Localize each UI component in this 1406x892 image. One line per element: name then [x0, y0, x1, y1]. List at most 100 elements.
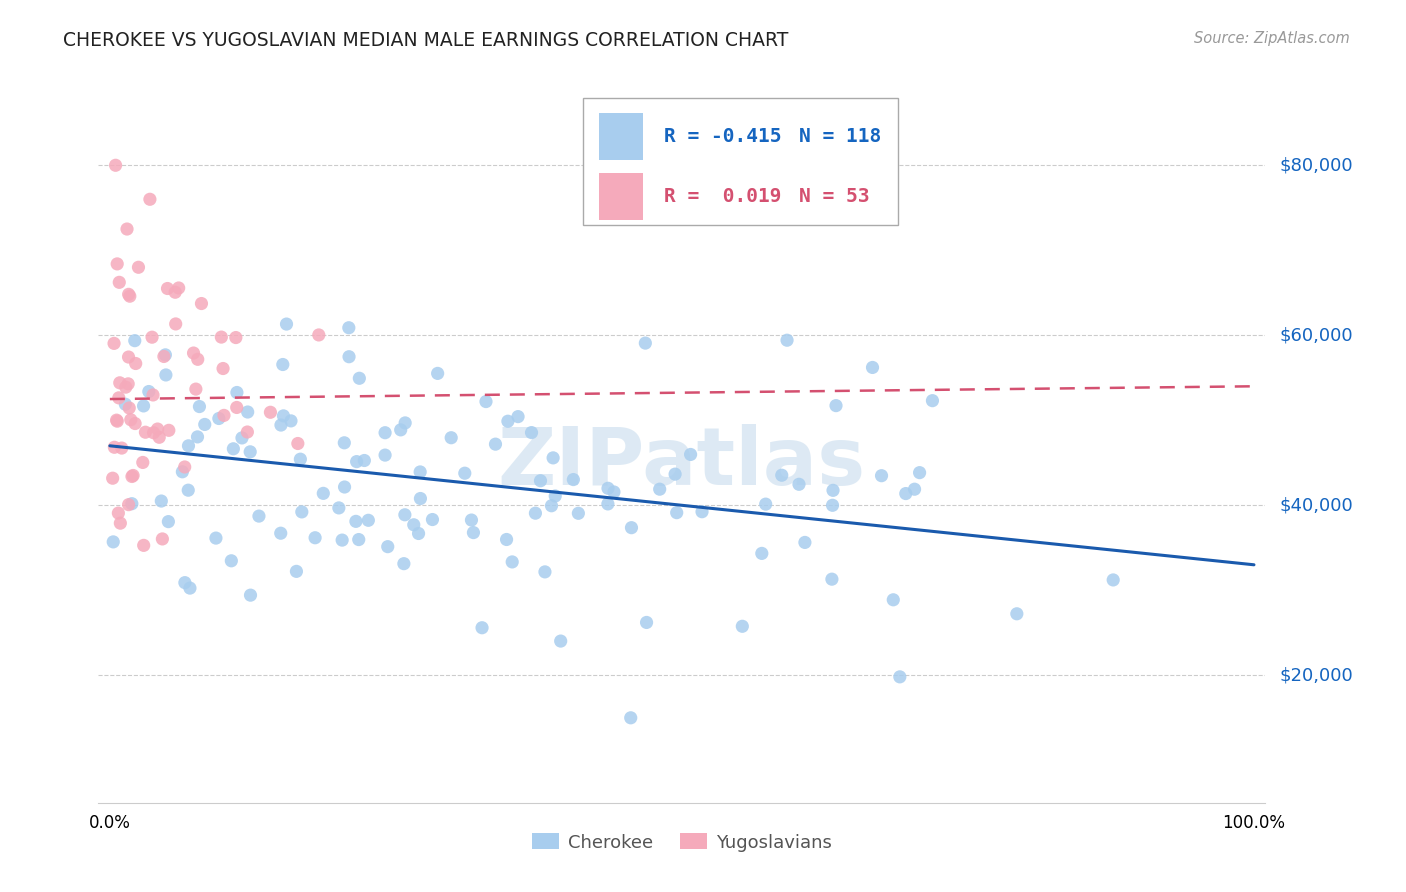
Point — [903, 482, 925, 496]
Point — [540, 499, 562, 513]
Point — [648, 482, 671, 496]
Point — [755, 497, 778, 511]
Point — [141, 330, 163, 344]
Point — [188, 400, 211, 414]
Point — [231, 431, 253, 445]
Point — [337, 350, 360, 364]
Point — [107, 506, 129, 520]
Point — [225, 330, 247, 344]
Point — [357, 513, 380, 527]
Point — [177, 483, 200, 498]
Point — [239, 445, 262, 459]
Point — [1102, 573, 1125, 587]
Point — [894, 486, 917, 500]
Point — [146, 422, 169, 436]
Point — [333, 435, 356, 450]
Point — [1005, 607, 1028, 621]
Point — [596, 481, 619, 495]
Point — [825, 399, 848, 413]
Point — [422, 512, 444, 526]
Point — [187, 352, 209, 367]
Point — [603, 485, 626, 500]
Point — [821, 483, 844, 498]
Point — [463, 525, 485, 540]
Point — [118, 401, 141, 415]
Point — [337, 320, 360, 334]
Point — [273, 409, 295, 423]
Point — [344, 514, 367, 528]
Point — [440, 431, 463, 445]
Point — [138, 384, 160, 399]
Text: N = 118: N = 118 — [799, 127, 880, 145]
Point — [247, 509, 270, 524]
Point — [731, 619, 754, 633]
Point — [186, 430, 208, 444]
Point — [921, 393, 943, 408]
Point — [276, 317, 298, 331]
Point — [328, 500, 350, 515]
Point — [121, 497, 143, 511]
Point — [285, 565, 308, 579]
Point — [271, 358, 294, 372]
Point — [620, 521, 643, 535]
Point — [104, 158, 127, 172]
Point — [226, 385, 249, 400]
Point — [460, 513, 482, 527]
Point — [150, 532, 173, 546]
Point — [205, 531, 228, 545]
Point — [821, 498, 844, 512]
Point — [190, 296, 212, 310]
Bar — [599, 112, 644, 160]
Point — [105, 414, 128, 428]
Text: R = -0.415: R = -0.415 — [665, 127, 782, 145]
Point — [346, 455, 368, 469]
Point — [156, 281, 179, 295]
Point — [155, 348, 177, 362]
Point — [157, 515, 180, 529]
Point — [108, 276, 131, 290]
Point — [111, 441, 134, 455]
Point — [118, 289, 141, 303]
Point — [770, 468, 793, 483]
Point — [408, 526, 430, 541]
Point — [389, 423, 412, 437]
Point — [394, 416, 416, 430]
Point — [544, 489, 567, 503]
Point — [349, 371, 371, 385]
Point — [124, 334, 146, 348]
Point — [287, 436, 309, 450]
Point — [117, 376, 139, 391]
Point — [550, 634, 572, 648]
Point — [117, 350, 139, 364]
Point — [304, 531, 326, 545]
Point — [132, 455, 155, 469]
Text: N = 53: N = 53 — [799, 187, 869, 206]
Point — [374, 425, 396, 440]
Point — [496, 414, 519, 428]
Point — [541, 450, 564, 465]
Point — [184, 382, 207, 396]
Point — [103, 440, 125, 454]
Point — [567, 506, 589, 520]
Point — [679, 447, 702, 461]
Point — [562, 473, 585, 487]
Point — [127, 260, 149, 275]
Point — [225, 401, 247, 415]
Point — [889, 670, 911, 684]
Point — [394, 508, 416, 522]
Point — [280, 414, 302, 428]
Point — [270, 526, 292, 541]
Point — [908, 466, 931, 480]
Point — [353, 453, 375, 467]
Point — [664, 467, 686, 482]
Point — [120, 413, 142, 427]
Point — [751, 546, 773, 560]
Point — [105, 257, 128, 271]
Text: $80,000: $80,000 — [1279, 156, 1353, 174]
Point — [153, 350, 176, 364]
Point — [172, 465, 194, 479]
Point — [821, 572, 844, 586]
Point — [108, 376, 131, 390]
Point — [103, 534, 125, 549]
Point — [122, 468, 145, 483]
